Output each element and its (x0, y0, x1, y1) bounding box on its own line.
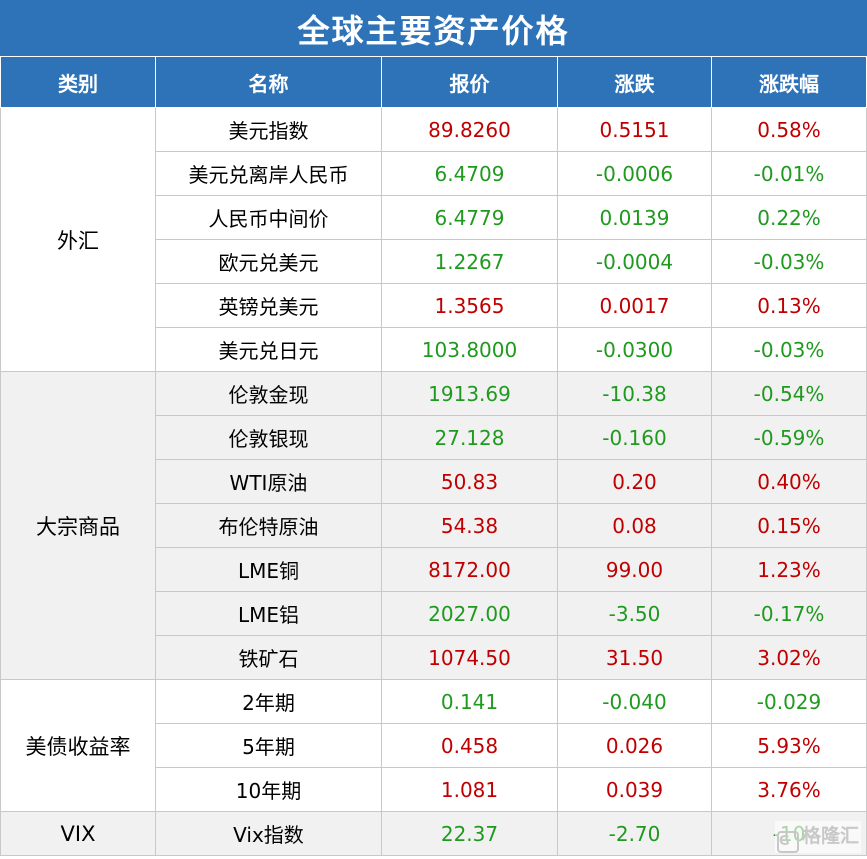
logo-icon: G (776, 831, 799, 853)
name-cell: 美元指数 (155, 107, 382, 152)
header-change-pct: 涨跌幅 (710, 56, 867, 108)
price-cell: 2027.00 (381, 591, 558, 636)
price-cell: 6.4779 (381, 195, 558, 240)
name-cell: 欧元兑美元 (155, 239, 382, 284)
change-cell: 0.0017 (557, 283, 712, 328)
change-pct-cell: 3.02% (710, 635, 867, 680)
watermark: G 格隆汇 (774, 821, 861, 853)
name-cell: 英镑兑美元 (155, 283, 382, 328)
change-pct-cell: 5.93% (710, 723, 867, 768)
price-cell: 27.128 (381, 415, 558, 460)
change-cell: 0.0139 (557, 195, 712, 240)
change-pct-cell: -0.01% (710, 151, 867, 196)
change-pct-cell: -0.17% (710, 591, 867, 636)
table-row: 布伦特原油 54.38 0.08 0.15% (1, 503, 867, 548)
change-cell: -0.0300 (557, 327, 712, 372)
table-row: 欧元兑美元 1.2267 -0.0004 -0.03% (1, 239, 867, 284)
change-pct-cell: 0.58% (710, 107, 867, 152)
header-price: 报价 (381, 56, 558, 108)
name-cell: 伦敦银现 (155, 415, 382, 460)
category-cell: VIX (0, 811, 156, 856)
name-cell: 人民币中间价 (155, 195, 382, 240)
table-row: 美债收益率 2年期 0.141 -0.040 -0.029 (0, 679, 867, 812)
watermark-text: 格隆汇 (801, 825, 859, 847)
name-cell: LME铝 (155, 591, 382, 636)
name-cell: 伦敦金现 (155, 371, 382, 416)
category-cell: 美债收益率 (0, 679, 156, 812)
category-cell: 外汇 (0, 107, 156, 372)
change-cell: 31.50 (557, 635, 712, 680)
name-cell: 5年期 (155, 723, 382, 768)
name-cell: WTI原油 (155, 459, 382, 504)
table-title: 全球主要资产价格 (0, 0, 867, 57)
table-row: 大宗商品 伦敦金现 1913.69 -10.38 -0.54% (0, 371, 867, 680)
name-cell: 美元兑日元 (155, 327, 382, 372)
table-row: 美元兑离岸人民币 6.4709 -0.0006 -0.01% (1, 151, 867, 196)
name-cell: 10年期 (155, 767, 382, 812)
change-pct-cell: -0.54% (710, 371, 867, 416)
change-cell: -2.70 (557, 811, 712, 856)
change-cell: 0.08 (557, 503, 712, 548)
table-row: LME铝 2027.00 -3.50 -0.17% (1, 591, 867, 636)
change-cell: -0.0006 (557, 151, 712, 196)
name-cell: 2年期 (155, 679, 382, 724)
name-cell: 美元兑离岸人民币 (155, 151, 382, 196)
table-row: WTI原油 50.83 0.20 0.40% (1, 459, 867, 504)
change-cell: -3.50 (557, 591, 712, 636)
header-name: 名称 (155, 56, 382, 108)
price-cell: 1.081 (381, 767, 558, 812)
table-row: 外汇 美元指数 89.8260 0.5151 0.58% (0, 107, 867, 372)
name-cell: 布伦特原油 (155, 503, 382, 548)
change-cell: 0.039 (557, 767, 712, 812)
price-cell: 0.141 (381, 679, 558, 724)
change-pct-cell: 0.40% (710, 459, 867, 504)
table-body: 外汇 美元指数 89.8260 0.5151 0.58% 美元兑离岸人民币 6.4709 -0… (0, 107, 867, 856)
name-cell: LME铜 (155, 547, 382, 592)
name-cell: Vix指数 (155, 811, 382, 856)
price-cell: 6.4709 (381, 151, 558, 196)
change-pct-cell: 0.22% (710, 195, 867, 240)
change-cell: 0.026 (557, 723, 712, 768)
name-cell: 铁矿石 (155, 635, 382, 680)
header-category: 类别 (0, 56, 156, 108)
price-cell: 1.3565 (381, 283, 558, 328)
change-cell: -0.040 (557, 679, 712, 724)
change-pct-cell: 0.13% (710, 283, 867, 328)
change-cell: -0.160 (557, 415, 712, 460)
category-cell: 大宗商品 (0, 371, 156, 680)
change-cell: 0.5151 (557, 107, 712, 152)
table-row: 5年期 0.458 0.026 5.93% (1, 723, 867, 768)
header-change: 涨跌 (557, 56, 712, 108)
table-row: 人民币中间价 6.4779 0.0139 0.22% (1, 195, 867, 240)
change-pct-cell: 1.23% (710, 547, 867, 592)
price-cell: 1074.50 (381, 635, 558, 680)
change-pct-cell: 0.15% (710, 503, 867, 548)
change-pct-cell: -0.59% (710, 415, 867, 460)
change-cell: -10.38 (557, 371, 712, 416)
price-cell: 22.37 (381, 811, 558, 856)
change-cell: 0.20 (557, 459, 712, 504)
price-cell: 1.2267 (381, 239, 558, 284)
table-row: 铁矿石 1074.50 31.50 3.02% (1, 635, 867, 680)
table-row: 伦敦银现 27.128 -0.160 -0.59% (1, 415, 867, 460)
price-cell: 103.8000 (381, 327, 558, 372)
price-cell: 1913.69 (381, 371, 558, 416)
change-cell: -0.0004 (557, 239, 712, 284)
price-cell: 8172.00 (381, 547, 558, 592)
change-pct-cell: -0.03% (710, 327, 867, 372)
table-row: 美元兑日元 103.8000 -0.0300 -0.03% (1, 327, 867, 372)
change-pct-cell: -0.029 (710, 679, 867, 724)
change-pct-cell: 3.76% (710, 767, 867, 812)
change-cell: 99.00 (557, 547, 712, 592)
price-cell: 89.8260 (381, 107, 558, 152)
price-cell: 54.38 (381, 503, 558, 548)
change-pct-cell: -0.03% (710, 239, 867, 284)
table-row: 10年期 1.081 0.039 3.76% (1, 767, 867, 812)
price-cell: 0.458 (381, 723, 558, 768)
price-cell: 50.83 (381, 459, 558, 504)
